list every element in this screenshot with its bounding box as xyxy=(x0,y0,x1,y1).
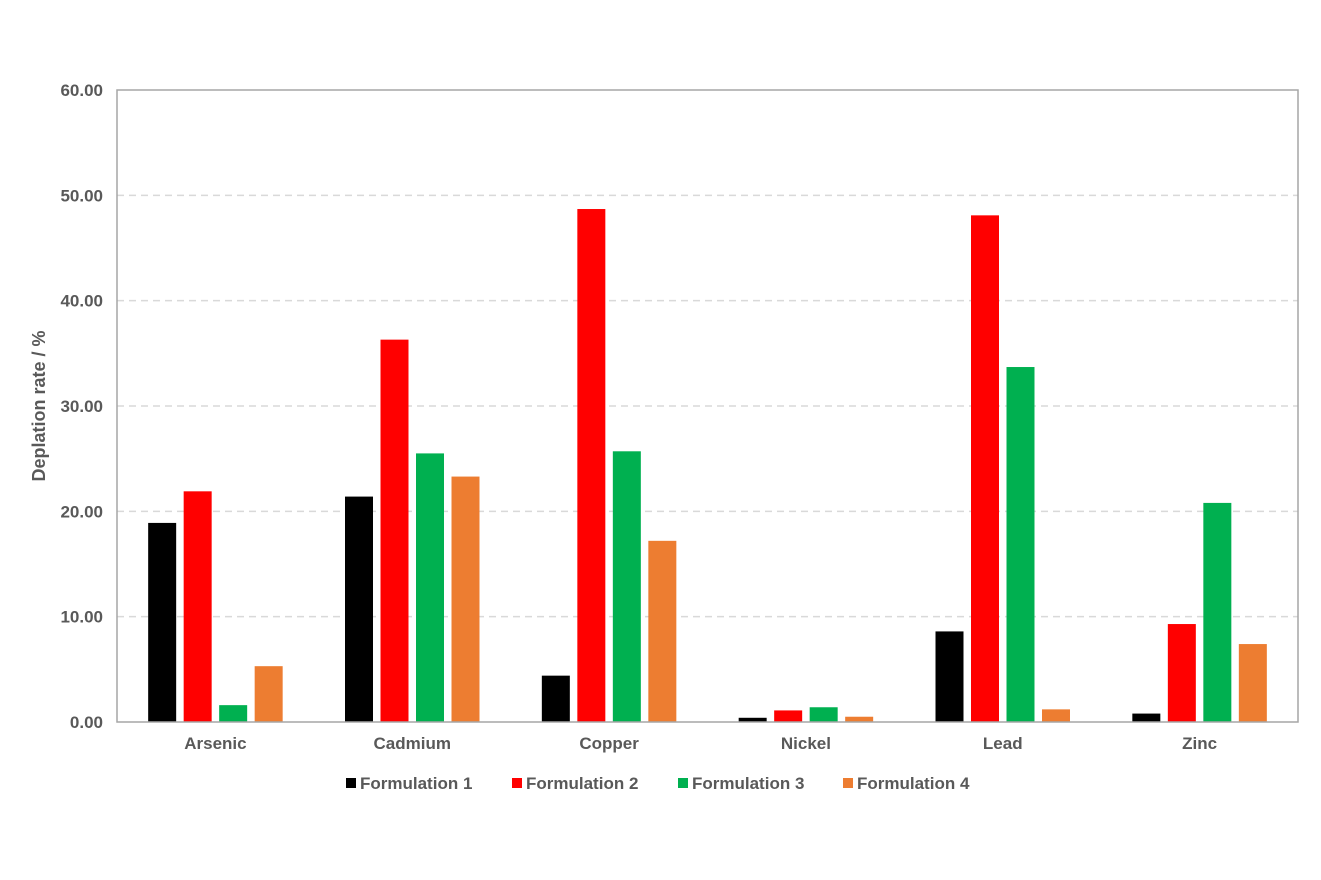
bar-nickel-series-3 xyxy=(809,707,838,722)
legend-label: Formulation 2 xyxy=(526,774,638,793)
x-category-label: Zinc xyxy=(1182,734,1217,753)
x-category-label: Nickel xyxy=(781,734,831,753)
y-tick-label: 10.00 xyxy=(60,608,103,627)
bar-cadmium-series-1 xyxy=(345,496,373,722)
legend-label: Formulation 3 xyxy=(692,774,804,793)
bar-copper-series-1 xyxy=(541,675,570,722)
bar-cadmium-series-2 xyxy=(380,339,409,722)
x-category-label: Cadmium xyxy=(374,734,451,753)
legend-swatch xyxy=(346,778,356,788)
y-tick-label: 50.00 xyxy=(60,186,103,205)
y-tick-label: 0.00 xyxy=(70,713,103,732)
bar-cadmium-series-3 xyxy=(416,453,444,722)
bar-lead-series-2 xyxy=(971,215,999,722)
bar-arsenic-series-3 xyxy=(219,705,248,722)
bar-arsenic-series-4 xyxy=(254,666,283,722)
bar-arsenic-series-1 xyxy=(148,522,177,722)
x-category-label: Lead xyxy=(983,734,1023,753)
bar-lead-series-3 xyxy=(1006,367,1035,722)
bar-copper-series-4 xyxy=(648,540,677,722)
bar-zinc-series-3 xyxy=(1203,502,1232,722)
bar-nickel-series-1 xyxy=(738,717,767,722)
bar-nickel-series-4 xyxy=(845,716,874,722)
bar-lead-series-1 xyxy=(935,631,964,722)
gridlines xyxy=(117,194,1298,618)
bar-zinc-series-2 xyxy=(1167,624,1196,722)
bar-copper-series-3 xyxy=(612,451,641,722)
y-tick-label: 20.00 xyxy=(60,502,103,521)
legend-label: Formulation 1 xyxy=(360,774,472,793)
legend-swatch xyxy=(512,778,522,788)
bar-arsenic-series-2 xyxy=(183,491,212,722)
bar-copper-series-2 xyxy=(577,209,606,722)
y-axis-title: Deplation rate / % xyxy=(29,330,49,481)
bar-cadmium-series-4 xyxy=(451,476,480,722)
legend-swatch xyxy=(678,778,688,788)
x-category-label: Copper xyxy=(579,734,639,753)
plot-area-border xyxy=(116,89,1299,723)
bar-zinc-series-4 xyxy=(1238,644,1267,722)
bar-lead-series-4 xyxy=(1042,709,1070,722)
bar-nickel-series-2 xyxy=(774,710,803,722)
bars xyxy=(148,209,1267,722)
y-tick-label: 30.00 xyxy=(60,397,103,416)
y-tick-label: 40.00 xyxy=(60,292,103,311)
bar-zinc-series-1 xyxy=(1132,713,1161,722)
x-axis-categories: Arsenic Cadmium Copper Nickel Lead Zinc xyxy=(184,734,1217,753)
x-category-label: Arsenic xyxy=(184,734,246,753)
y-tick-label: 60.00 xyxy=(60,81,103,100)
legend-swatch xyxy=(843,778,853,788)
legend-label: Formulation 4 xyxy=(857,774,970,793)
y-axis-ticks: 0.00 10.00 20.00 30.00 40.00 50.00 60.00 xyxy=(60,81,103,732)
legend: Formulation 1 Formulation 2 Formulation 3 F… xyxy=(346,774,970,793)
